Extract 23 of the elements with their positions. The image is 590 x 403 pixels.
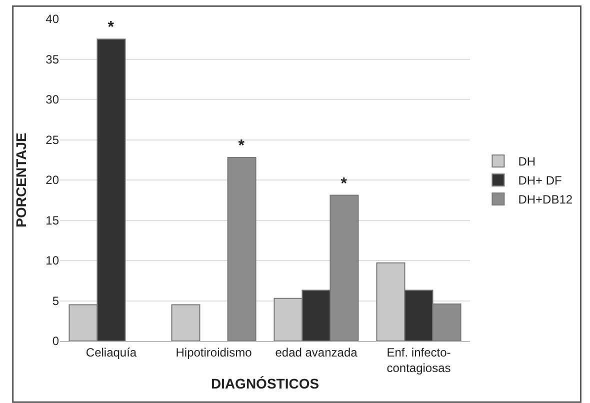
y-tick-label: 30 xyxy=(46,92,60,107)
y-tick-label: 15 xyxy=(46,213,60,228)
y-tick-label: 40 xyxy=(46,12,60,26)
y-tick-label: 20 xyxy=(46,173,60,188)
data-label: * xyxy=(238,137,246,154)
y-tick-label: 5 xyxy=(52,294,60,308)
y-tick-label: 25 xyxy=(46,132,60,147)
x-tick-label: edad avanzada xyxy=(275,345,358,360)
legend-label: DH+DB12 xyxy=(518,192,573,207)
legend-label: DH xyxy=(518,154,536,169)
bar xyxy=(227,156,256,341)
y-tick-label: 0 xyxy=(52,334,60,348)
x-tick-label: Celiaquía xyxy=(86,345,137,360)
x-tick-label: Enf. infecto- contagiosas xyxy=(386,345,451,375)
data-label: * xyxy=(108,19,115,36)
x-tick-label: Hipotiroidismo xyxy=(176,345,252,360)
y-tick-label: 35 xyxy=(46,52,60,66)
x-axis-title: DIAGNÓSTICOS xyxy=(210,375,320,392)
bar xyxy=(171,304,200,341)
y-axis-title: PORCENTAJE xyxy=(13,132,30,228)
y-tick-label: 10 xyxy=(46,254,60,268)
data-label: * xyxy=(340,175,348,192)
legend-label: DH+ DF xyxy=(518,174,562,188)
